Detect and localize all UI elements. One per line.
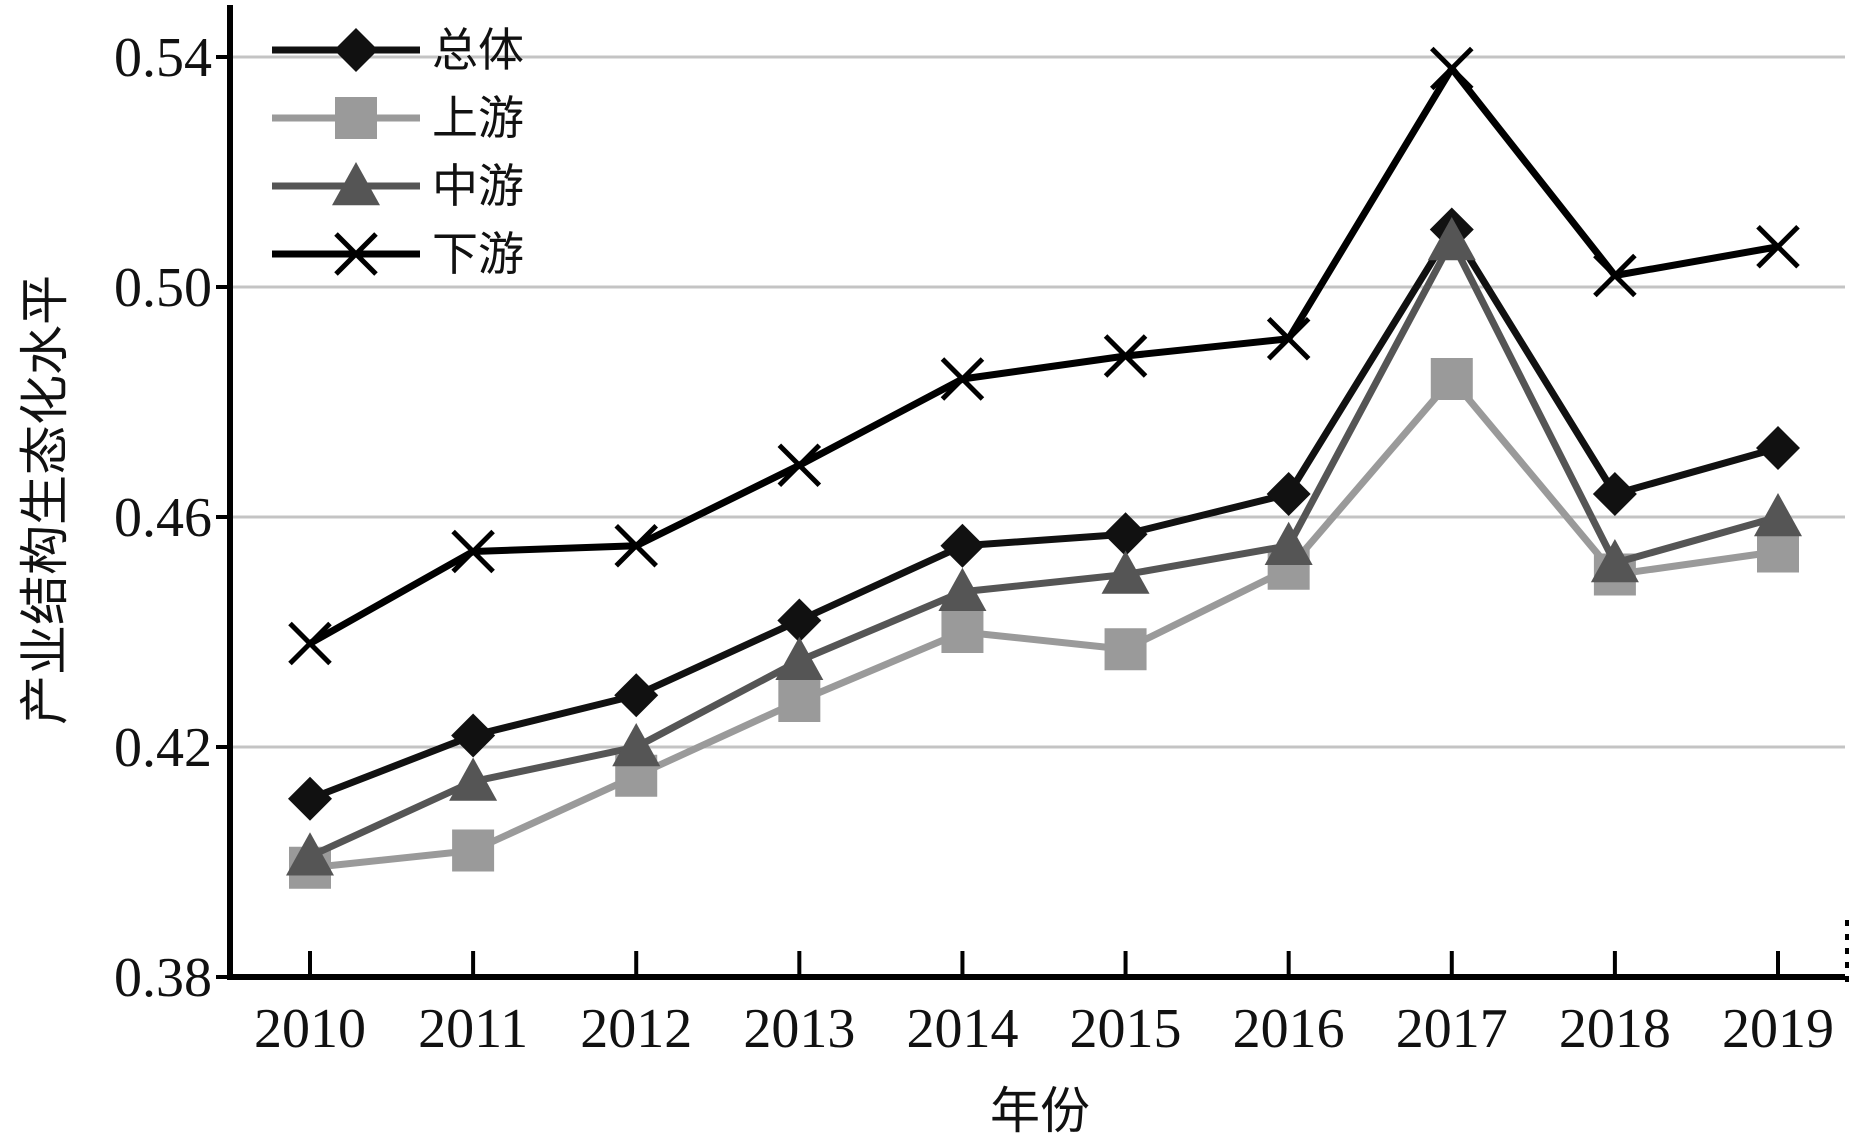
data-point: [777, 443, 822, 488]
marker-stroke: [940, 357, 985, 401]
series-1: [289, 358, 1799, 889]
y-tick-label: 0.50: [114, 257, 212, 319]
data-point: [614, 523, 658, 568]
data-point: [612, 723, 661, 767]
x-tick-label: 2014: [906, 998, 1018, 1060]
data-point: [451, 529, 495, 574]
data-point: [1756, 426, 1800, 470]
data-point: [1430, 358, 1473, 400]
data-point: [1757, 530, 1799, 573]
x-tick-label: 2018: [1559, 998, 1671, 1060]
x-tick-label: 2013: [743, 998, 855, 1060]
data-point: [938, 567, 987, 611]
data-point: [1590, 539, 1639, 583]
series-line: [308, 237, 1779, 860]
data-point: [1101, 550, 1150, 594]
data-point: [1593, 253, 1637, 298]
data-point: [940, 523, 985, 568]
legend-entry-3: 下游: [272, 227, 524, 281]
x-tick-label: 2015: [1070, 998, 1182, 1060]
legend-label: 上游: [432, 91, 524, 145]
marker-stroke: [451, 529, 495, 574]
x-tick-label: 2019: [1722, 998, 1834, 1060]
series-line: [308, 65, 1779, 647]
marker-stroke: [777, 443, 822, 488]
data-point: [1266, 316, 1311, 361]
data-point: [777, 598, 822, 643]
data-point: [1103, 334, 1148, 378]
legend-marker: [334, 232, 378, 276]
series-2: [286, 217, 1802, 876]
series-line: [308, 226, 1779, 803]
marker-stroke: [288, 621, 332, 666]
data-point: [449, 757, 498, 801]
data-point: [940, 357, 985, 401]
series-line: [309, 375, 1779, 872]
y-tick-label: 0.54: [114, 27, 212, 89]
y-tick-label: 0.38: [114, 947, 212, 1009]
series-0: [288, 207, 1800, 821]
data-point: [1592, 472, 1637, 516]
marker-stroke: [1756, 224, 1800, 269]
data-point: [451, 713, 496, 758]
data-point: [1266, 472, 1311, 516]
marker-stroke: [1266, 316, 1311, 361]
x-tick-label: 2012: [580, 998, 692, 1060]
data-point: [1104, 628, 1147, 671]
legend-label: 总体: [432, 23, 524, 77]
data-point: [1756, 224, 1800, 269]
data-point: [1103, 512, 1148, 557]
marker-stroke: [1430, 46, 1474, 91]
legend-label: 下游: [432, 227, 524, 281]
ticks: 0.38 0.42 0.46 0.50 0.54 2010 2011 2012 2013 2014…: [114, 27, 1834, 1060]
legend-entry-2: 中游: [272, 159, 524, 213]
y-tick-label: 0.46: [114, 487, 212, 549]
data-point: [941, 611, 984, 653]
data-point: [286, 832, 334, 876]
data-point: [1430, 46, 1474, 91]
gridlines: [230, 55, 1845, 749]
data-point: [614, 673, 659, 718]
data-point: [452, 829, 495, 872]
legend-marker: [332, 162, 380, 206]
data-point: [778, 680, 821, 722]
legend-entry-1: 上游: [272, 91, 524, 145]
legend-entry-0: 总体: [272, 23, 524, 77]
legend-marker: [334, 28, 378, 72]
y-axis-title: 产业结构生态化水平: [16, 275, 74, 725]
data-point: [288, 776, 332, 821]
x-axis-title: 年份: [990, 1082, 1090, 1140]
y-tick-label: 0.42: [114, 717, 212, 779]
axes: [227, 5, 1849, 982]
data-point: [775, 636, 824, 680]
x-tick-label: 2011: [418, 998, 528, 1060]
series-3: [288, 46, 1800, 666]
x-tick-label: 2016: [1233, 998, 1345, 1060]
x-tick-label: 2017: [1396, 998, 1508, 1060]
data-point: [1427, 217, 1476, 261]
x-tick-label: 2010: [254, 998, 366, 1060]
marker-stroke: [1593, 253, 1637, 298]
marker-stroke: [1103, 334, 1148, 378]
legend-marker: [335, 97, 377, 139]
legend-label: 中游: [432, 159, 524, 213]
data-point: [1754, 493, 1802, 537]
data-point: [288, 621, 332, 666]
marker-stroke: [334, 232, 378, 276]
series: [286, 46, 1802, 889]
marker-stroke: [614, 523, 658, 568]
data-point: [1264, 521, 1313, 565]
